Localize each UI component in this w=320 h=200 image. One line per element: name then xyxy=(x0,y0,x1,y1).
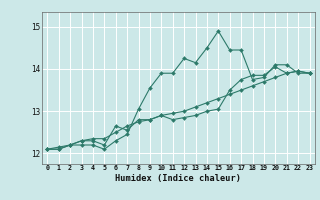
X-axis label: Humidex (Indice chaleur): Humidex (Indice chaleur) xyxy=(116,174,241,183)
